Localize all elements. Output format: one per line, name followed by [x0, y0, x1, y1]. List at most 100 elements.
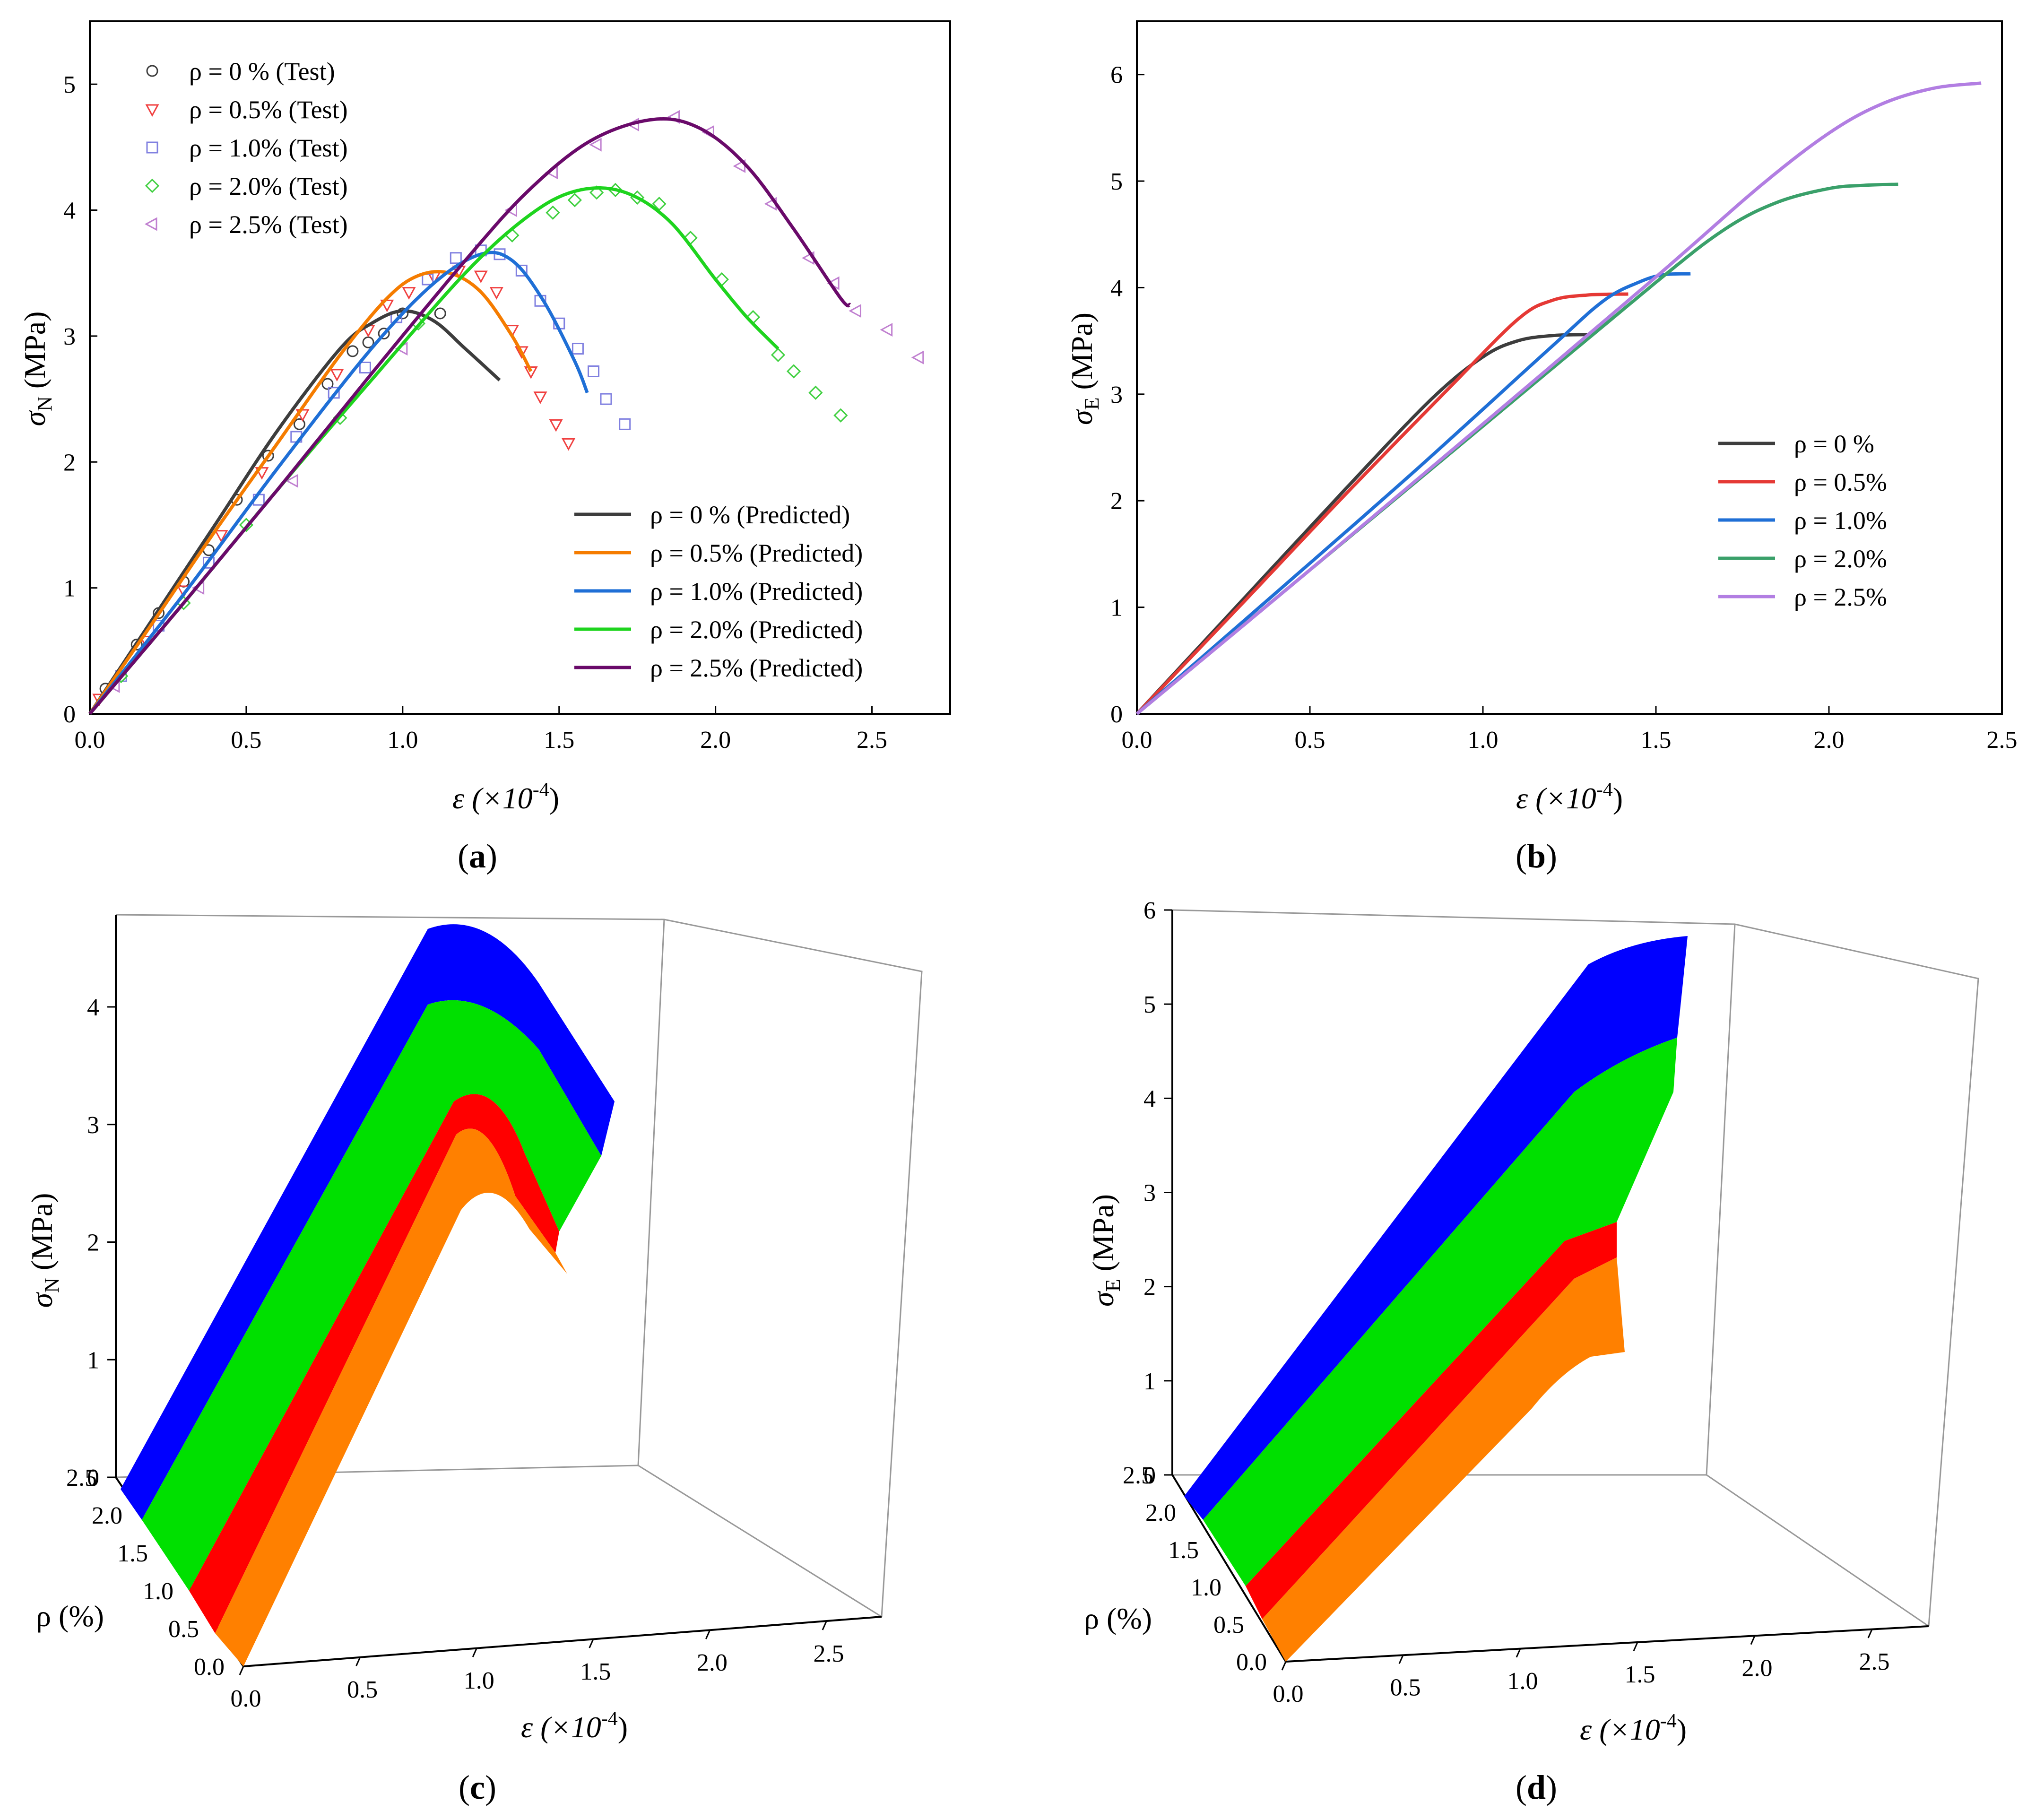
panel-c-band-1-0	[189, 1094, 559, 1633]
eps-tick-label: 2.5	[814, 1640, 844, 1667]
series-line	[1135, 81, 1982, 715]
panel-d-rho-axis	[1171, 1474, 1287, 1663]
test-point	[572, 343, 584, 355]
z-tick-label: 3	[1143, 1180, 1156, 1207]
x-tick-label: 0.5	[231, 727, 261, 754]
panel-b-frame	[1136, 20, 2003, 715]
panel-c-caption: (c)	[459, 1768, 496, 1806]
test-point	[286, 474, 298, 488]
x-tick-label: 1.0	[387, 727, 418, 754]
eps-tick-label: 1.0	[464, 1667, 494, 1694]
test-point	[562, 438, 576, 451]
test-point	[833, 408, 848, 423]
eps-tick-mark	[1750, 1635, 1756, 1645]
test-legend-label: ρ = 0.5% (Test)	[189, 95, 348, 124]
test-legend-marker	[144, 217, 157, 231]
x-tick-label: 0.0	[75, 727, 105, 754]
panel-d-ylabel: ρ (%)	[1084, 1602, 1152, 1635]
eps-tick-mark	[705, 1630, 710, 1639]
eps-tick-label: 2.5	[1859, 1648, 1890, 1675]
eps-tick-label: 0.0	[231, 1685, 261, 1712]
series-line	[1135, 333, 1591, 715]
test-point	[359, 362, 371, 373]
test-point	[474, 270, 488, 284]
z-tick-label: 5	[1143, 991, 1156, 1018]
eps-tick-mark	[355, 1657, 361, 1666]
eps-tick-mark	[822, 1621, 827, 1630]
rho-tick-label: 0.5	[1213, 1612, 1244, 1638]
panel-c-band-2-0	[142, 1000, 601, 1591]
eps-tick-label: 1.5	[580, 1658, 611, 1685]
series-line	[1135, 292, 1629, 715]
panel-c-eps-axis	[243, 1616, 882, 1667]
test-legend-label: ρ = 2.0% (Test)	[189, 172, 348, 200]
y-tick-label: 0	[63, 701, 76, 728]
panel-d-box-back-edges	[1706, 924, 1929, 1627]
panel-d-band-0-5	[1262, 1257, 1625, 1662]
panel-b-xlabel: ε (×10-4)	[1516, 779, 1623, 815]
test-point	[533, 391, 547, 404]
panel-d-zlabel: σE (MPa)	[1086, 1194, 1125, 1307]
panel-b-caption: (b)	[1516, 837, 1557, 875]
test-point	[524, 366, 538, 379]
y-tick-label: 1	[1110, 595, 1123, 622]
panel-c-band-0-5	[215, 1128, 567, 1666]
z-tick-label: 4	[1143, 1085, 1156, 1112]
y-tick-label: 2	[63, 449, 76, 476]
x-tick-label: 1.5	[1641, 727, 1672, 754]
test-point	[589, 185, 604, 200]
panel-b-ylabel: σE (MPa)	[1065, 312, 1103, 425]
test-point	[911, 350, 924, 364]
rho-tick-label: 0.0	[194, 1654, 225, 1681]
legend-label: ρ = 2.0% (Predicted)	[650, 615, 863, 644]
series-line	[1135, 182, 1898, 715]
x-tick-label: 2.0	[1814, 727, 1845, 754]
panel-c-zlabel: σN (MPa)	[25, 1193, 63, 1308]
rho-tick-label: 0.5	[168, 1616, 199, 1643]
test-point	[786, 364, 801, 379]
legend-label: ρ = 0 %	[1794, 430, 1874, 458]
series-line	[88, 251, 589, 715]
rho-tick-label: 1.5	[1168, 1537, 1199, 1564]
z-tick-label: 0	[1143, 1462, 1156, 1489]
panel-d-caption: (d)	[1516, 1768, 1557, 1806]
series-line	[1135, 272, 1691, 715]
test-legend-marker	[145, 178, 160, 193]
panel-d-box-top-back	[1172, 909, 1979, 1627]
x-tick-label: 0.5	[1295, 727, 1325, 754]
test-point	[202, 556, 215, 569]
panel-d-band-1-0	[1246, 1222, 1617, 1619]
test-legend-marker	[145, 104, 159, 117]
rho-tick-label: 2.5	[1123, 1462, 1153, 1489]
eps-tick-label: 0.0	[1273, 1681, 1304, 1707]
test-point	[450, 252, 462, 264]
test-point	[489, 287, 503, 300]
panel-a-frame	[89, 20, 951, 715]
panel-c-xlabel: ε (×10-4)	[521, 1708, 628, 1744]
test-point	[402, 287, 416, 300]
test-legend-marker	[146, 65, 158, 77]
test-point	[589, 138, 602, 152]
eps-tick-label: 0.5	[347, 1676, 378, 1703]
test-point	[397, 307, 409, 320]
test-point	[880, 323, 893, 337]
test-legend-label: ρ = 1.0% (Test)	[189, 134, 348, 162]
panel-d-band-2-0	[1203, 1038, 1677, 1586]
test-point	[771, 347, 786, 362]
test-point	[619, 418, 631, 430]
legend-label: ρ = 0.5% (Predicted)	[650, 539, 863, 567]
y-tick-label: 6	[1110, 62, 1123, 89]
test-point	[293, 418, 305, 430]
panel-d-xlabel: ε (×10-4)	[1580, 1710, 1687, 1746]
y-tick-label: 3	[63, 323, 76, 350]
rho-tick-label: 1.0	[1191, 1574, 1221, 1601]
z-tick-label: 2	[1143, 1274, 1156, 1301]
test-point	[321, 378, 334, 390]
eps-tick-mark	[1516, 1648, 1521, 1658]
test-point	[588, 365, 600, 377]
x-tick-label: 2.5	[1987, 727, 2018, 754]
test-point	[330, 369, 344, 381]
eps-tick-mark	[1398, 1655, 1404, 1664]
rho-tick-label: 2.0	[1145, 1499, 1176, 1526]
series-line	[88, 270, 533, 715]
